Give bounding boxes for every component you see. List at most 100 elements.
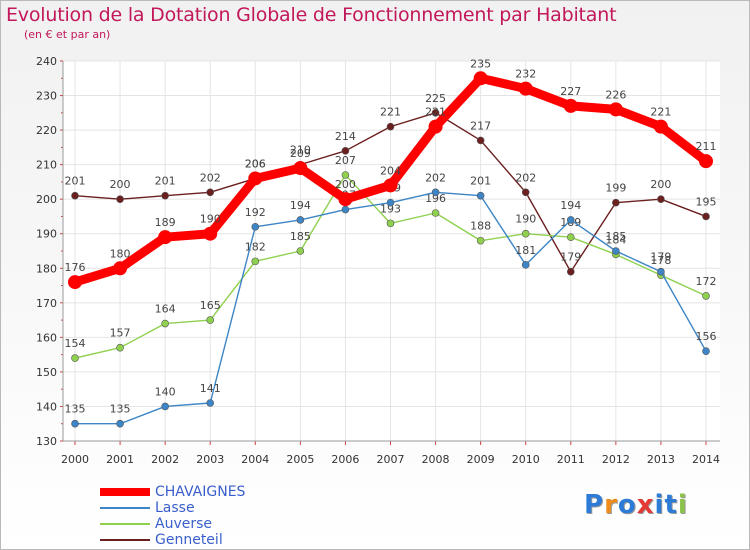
data-point-lasse (71, 419, 79, 428)
data-point-auverse (251, 257, 260, 266)
data-label-auverse: 190 (515, 213, 536, 226)
data-point-lasse (702, 347, 710, 355)
data-point-lasse (612, 247, 620, 255)
data-point-lasse (161, 402, 169, 411)
data-label-lasse: 140 (155, 385, 176, 398)
data-point-auverse (521, 229, 530, 238)
logo-letter: i (654, 490, 665, 520)
data-point-lasse (116, 419, 124, 428)
y-tick-label: 150 (36, 366, 57, 379)
legend-swatch (100, 488, 150, 496)
data-point-auverse (206, 316, 215, 324)
data-point-genneteil (116, 195, 124, 203)
data-label-chavaignes: 221 (425, 106, 446, 119)
data-point-chavaignes (563, 98, 578, 113)
data-point-chavaignes (158, 230, 173, 245)
data-point-chavaignes (518, 81, 533, 96)
legend-label: Genneteil (155, 532, 223, 548)
data-point-lasse (206, 399, 215, 407)
x-tick-label: 2006 (331, 453, 359, 466)
data-point-auverse (431, 209, 440, 217)
data-label-auverse: 196 (425, 192, 446, 205)
data-label-genneteil: 200 (650, 178, 671, 191)
data-label-auverse: 188 (470, 220, 491, 233)
logo-letter: P (584, 490, 605, 520)
data-point-genneteil (612, 198, 620, 207)
y-tick-label: 220 (36, 124, 57, 137)
data-label-genneteil: 225 (425, 92, 446, 105)
data-point-auverse (386, 219, 395, 228)
data-point-lasse (341, 205, 350, 214)
data-point-lasse (386, 198, 395, 207)
data-point-genneteil (341, 147, 350, 155)
data-label-chavaignes: 227 (560, 85, 581, 98)
data-label-genneteil: 200 (110, 178, 131, 191)
data-point-auverse (296, 247, 305, 255)
data-label-genneteil: 179 (560, 251, 581, 264)
data-point-genneteil (566, 267, 575, 276)
data-point-chavaignes (383, 178, 398, 193)
y-tick-label: 230 (36, 90, 57, 103)
data-point-auverse (566, 233, 575, 241)
data-point-chavaignes (203, 226, 218, 241)
proxiti-logo: Proxiti (584, 490, 688, 520)
x-tick-label: 2014 (692, 453, 720, 466)
data-label-auverse: 164 (155, 303, 176, 316)
y-tick-label: 140 (36, 400, 57, 413)
data-label-genneteil: 221 (380, 106, 401, 119)
x-tick-label: 2003 (196, 453, 224, 466)
data-point-lasse (476, 191, 485, 200)
data-point-auverse (116, 343, 124, 352)
data-label-chavaignes: 204 (380, 164, 401, 177)
x-tick-label: 2004 (241, 453, 269, 466)
data-label-chavaignes: 235 (470, 57, 491, 70)
data-point-lasse (657, 267, 665, 276)
data-point-genneteil (431, 109, 440, 117)
x-tick-label: 2001 (106, 453, 134, 466)
y-tick-label: 130 (36, 435, 57, 448)
data-label-genneteil: 214 (335, 130, 356, 143)
x-tick-label: 2011 (557, 453, 585, 466)
x-tick-label: 2010 (512, 453, 540, 466)
y-tick-label: 190 (36, 228, 57, 241)
data-label-lasse: 181 (515, 244, 536, 257)
x-tick-label: 2007 (377, 453, 405, 466)
data-label-genneteil: 201 (155, 175, 176, 188)
y-tick-label: 180 (36, 262, 57, 275)
data-label-chavaignes: 232 (515, 68, 536, 81)
data-point-genneteil (71, 191, 79, 200)
data-point-auverse (161, 319, 169, 328)
y-tick-label: 200 (36, 193, 57, 206)
data-label-lasse: 135 (65, 403, 86, 416)
legend-swatch (100, 539, 150, 541)
data-point-lasse (566, 216, 575, 224)
data-label-chavaignes: 206 (245, 157, 266, 170)
logo-letter: i (677, 490, 688, 520)
y-tick-label: 210 (36, 159, 57, 172)
data-label-auverse: 165 (200, 299, 221, 312)
data-label-auverse: 207 (335, 154, 356, 167)
data-point-lasse (296, 216, 305, 224)
chart-title: Evolution de la Dotation Globale de Fonc… (6, 4, 617, 26)
data-label-auverse: 193 (380, 202, 401, 215)
data-point-chavaignes (653, 119, 668, 134)
data-label-chavaignes: 209 (290, 147, 311, 160)
logo-letter: t (664, 490, 678, 520)
data-label-chavaignes: 189 (155, 216, 176, 229)
y-tick-label: 240 (36, 55, 57, 68)
logo-letter: o (617, 490, 637, 520)
data-point-genneteil (476, 136, 485, 145)
x-tick-label: 2008 (422, 453, 450, 466)
legend-label: Lasse (155, 500, 195, 516)
data-label-chavaignes: 211 (696, 140, 717, 153)
data-point-chavaignes (699, 154, 713, 169)
data-label-genneteil: 210 (290, 144, 311, 157)
data-label-lasse: 185 (605, 230, 626, 243)
data-point-auverse (71, 354, 79, 362)
data-label-lasse: 192 (245, 206, 266, 219)
x-tick-label: 2002 (151, 453, 179, 466)
legend-swatch (100, 523, 150, 525)
data-point-chavaignes (113, 261, 128, 276)
data-point-lasse (521, 261, 530, 269)
